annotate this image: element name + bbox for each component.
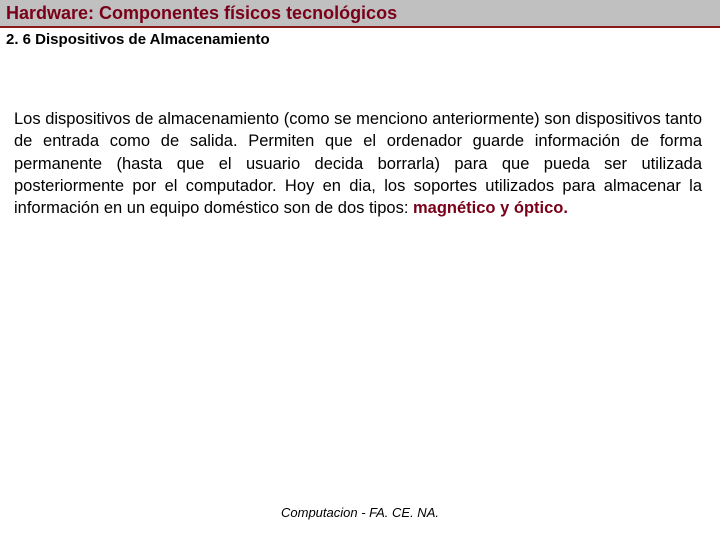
title-bar: Hardware: Componentes físicos tecnológic… xyxy=(0,0,720,28)
page-title: Hardware: Componentes físicos tecnológic… xyxy=(6,3,714,24)
body-lead-text: Los dispositivos de almacenamiento (como… xyxy=(14,110,702,217)
body-paragraph: Los dispositivos de almacenamiento (como… xyxy=(0,48,720,219)
body-emphasis-text: magnético y óptico. xyxy=(413,199,568,217)
page-subtitle: 2. 6 Dispositivos de Almacenamiento xyxy=(0,28,720,48)
footer-text: Computacion - FA. CE. NA. xyxy=(0,505,720,520)
